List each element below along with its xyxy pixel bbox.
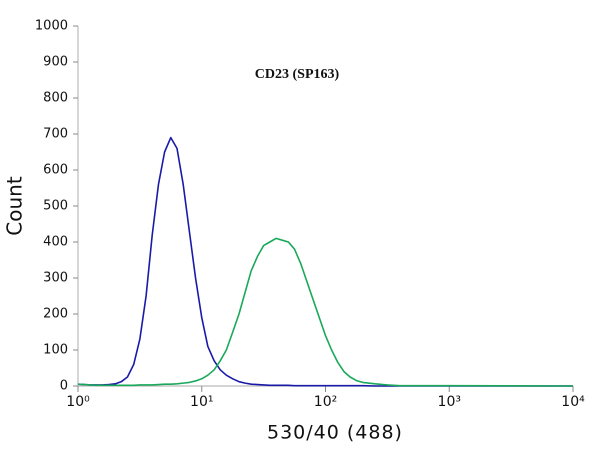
y-tick-label: 600 — [43, 163, 68, 178]
y-tick-label: 300 — [43, 271, 68, 286]
y-tick-label: 800 — [43, 91, 68, 106]
x-tick-label: 10⁴ — [561, 394, 585, 410]
x-tick-label: 10³ — [438, 394, 461, 410]
chart-title: CD23 (SP163) — [255, 67, 340, 82]
y-tick-label: 100 — [43, 343, 68, 358]
x-tick-label: 10² — [314, 394, 337, 410]
y-tick-label: 0 — [60, 379, 68, 394]
y-tick-label: 1000 — [35, 19, 68, 34]
y-axis-label: Count — [3, 176, 27, 236]
y-tick-label: 900 — [43, 55, 68, 70]
y-tick-label: 700 — [43, 127, 68, 142]
series-line — [77, 237, 574, 387]
x-tick-label: 10⁰ — [66, 394, 90, 410]
y-tick-label: 200 — [43, 307, 68, 322]
series-line — [77, 136, 573, 387]
x-axis-label: 530/40 (488) — [267, 422, 403, 444]
x-tick-label: 10¹ — [190, 394, 213, 410]
y-tick-label: 400 — [43, 235, 68, 250]
y-tick-label: 500 — [43, 199, 68, 214]
